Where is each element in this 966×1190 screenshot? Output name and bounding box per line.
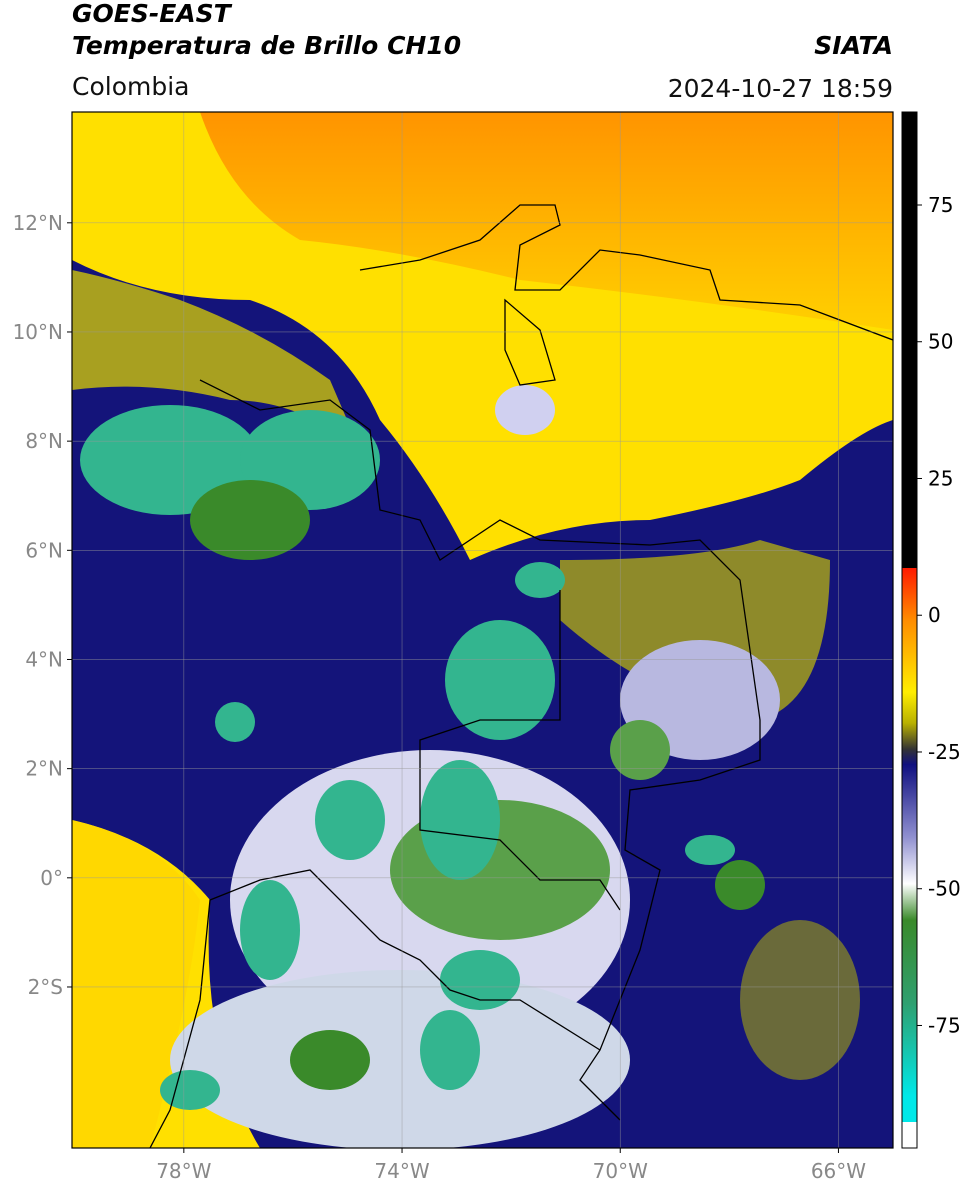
title: Temperatura de Brillo CH10 [72, 31, 461, 60]
cloud [190, 480, 310, 560]
colorbar-tick-label: 25 [928, 466, 953, 490]
cloud [170, 970, 630, 1148]
y-tick-label: 4°N [25, 647, 63, 671]
borders [149, 204, 893, 1148]
colorbar-tick-label: 75 [928, 193, 953, 217]
mid-cloud [72, 270, 360, 450]
cloud [445, 620, 555, 740]
colorbar-tick-label: -50 [928, 877, 961, 901]
y-tick-label: 8°N [25, 429, 63, 453]
y-tick-label: 6°N [25, 538, 63, 562]
cloud [80, 405, 260, 515]
satellite-image [72, 112, 893, 1148]
warm-area [200, 112, 893, 330]
warm-area [72, 820, 200, 1148]
cloud [515, 562, 565, 598]
colorbar-tick-label: -75 [928, 1013, 961, 1037]
region: Colombia [72, 72, 189, 101]
title: GOES-EAST [72, 0, 233, 28]
y-tick-label: 2°N [25, 757, 63, 781]
x-tick-label: 70°W [593, 1159, 648, 1183]
y-tick-label: 10°N [13, 320, 63, 344]
colorbar [901, 111, 918, 1149]
colorbar-tick-label: 50 [928, 330, 953, 354]
cloud [315, 780, 385, 860]
x-tick-label: 66°W [811, 1159, 866, 1183]
x-tick-label: 78°W [156, 1159, 211, 1183]
y-tick-label: 2°S [28, 975, 63, 999]
colorbar-tick-label: 0 [928, 603, 941, 627]
cloud [290, 1030, 370, 1090]
x-tick-label: 74°W [374, 1159, 429, 1183]
cloud [440, 950, 520, 1010]
plot-frame [71, 111, 894, 1149]
cloud [715, 860, 765, 910]
cloud [610, 720, 670, 780]
cloud [160, 1070, 220, 1110]
cloud [240, 880, 300, 980]
cloud [420, 760, 500, 880]
cloud [420, 1010, 480, 1090]
timestamp: 2024-10-27 18:59 [668, 74, 893, 103]
cloud [685, 835, 735, 865]
y-tick-label: 0° [40, 866, 63, 890]
y-tick-label: 12°N [13, 211, 63, 235]
cloud [495, 385, 555, 435]
cloud [215, 702, 255, 742]
grid [72, 112, 893, 1148]
source: SIATA [814, 31, 893, 60]
colorbar-tick-label: -25 [928, 740, 961, 764]
cloud [740, 920, 860, 1080]
